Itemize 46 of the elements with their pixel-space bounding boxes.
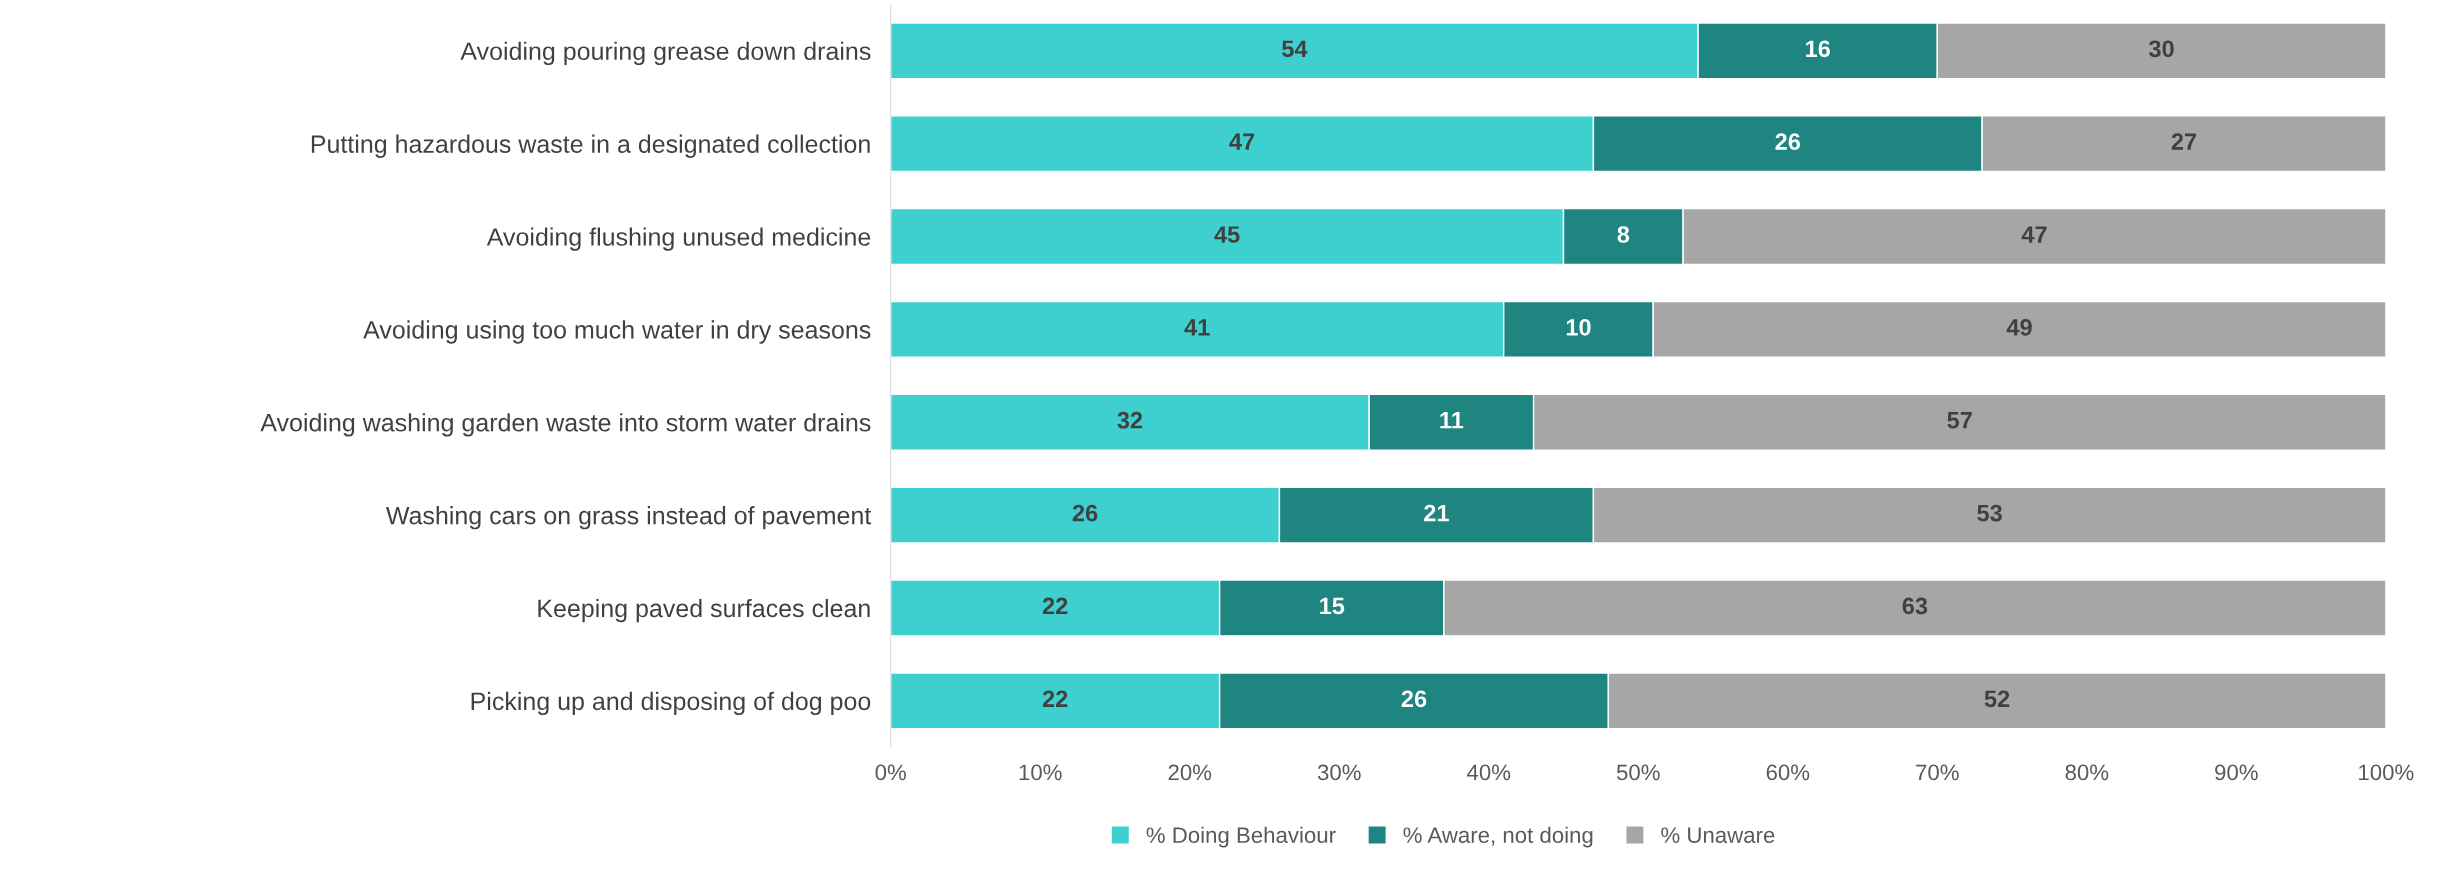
x-tick-label: 20% [1168, 764, 1212, 781]
y-tick-label: Putting hazardous waste in a designated collection [311, 134, 870, 158]
data-label: 21 [1424, 504, 1449, 522]
x-tick-label: 0% [875, 764, 906, 781]
x-tick-label: 30% [1317, 764, 1361, 781]
data-label: 27 [2171, 133, 2197, 150]
data-label: 52 [1984, 690, 2010, 708]
data-label: 41 [1184, 319, 1210, 336]
data-label: 22 [1042, 690, 1068, 707]
data-label: 11 [1440, 412, 1464, 429]
legend-label: % Aware, not doing [1403, 826, 1593, 848]
x-tick-label: 100% [2359, 764, 2414, 781]
data-label: 49 [2006, 319, 2032, 336]
data-label: 26 [1072, 504, 1098, 522]
y-tick-label: Avoiding pouring grease down drains [460, 41, 871, 66]
data-label: 45 [1214, 226, 1240, 243]
legend-label: % Unaware [1661, 827, 1775, 844]
x-tick-label: 70% [1916, 764, 1959, 781]
x-tick-label: 10% [1019, 764, 1062, 781]
data-label: 63 [1902, 597, 1928, 615]
y-tick-label: Keeping paved surfaces clean [538, 598, 870, 623]
data-label: 47 [2021, 226, 2047, 243]
data-label: 26 [1775, 133, 1801, 150]
data-label: 57 [1947, 412, 1972, 429]
data-label: 10 [1566, 319, 1591, 336]
legend-label: % Doing Behaviour [1146, 826, 1336, 848]
data-label: 16 [1806, 40, 1830, 58]
x-tick-label: 50% [1616, 764, 1660, 781]
data-label: 15 [1320, 597, 1345, 615]
data-label: 22 [1042, 597, 1068, 615]
data-label: 54 [1281, 40, 1308, 58]
x-tick-label: 60% [1766, 764, 1810, 781]
y-tick-label: Picking up and disposing of dog poo [471, 691, 871, 716]
y-tick-label: Avoiding washing garden waste into storm water drains [260, 413, 871, 437]
data-label: 32 [1117, 411, 1143, 429]
data-label: 30 [2148, 40, 2174, 58]
x-tick-label: 40% [1467, 764, 1511, 781]
x-tick-label: 80% [2065, 764, 2109, 781]
data-label: 53 [1977, 504, 2002, 522]
data-label: 8 [1617, 226, 1630, 243]
y-tick-label: Avoiding using too much water in dry seasons [363, 320, 871, 344]
x-tick-label: 90% [2215, 764, 2258, 781]
data-label: 47 [1229, 133, 1255, 150]
y-tick-label: Avoiding flushing unused medicine [486, 227, 871, 251]
y-tick-label: Washing cars on grass instead of pavement [385, 506, 872, 530]
data-label: 26 [1401, 690, 1427, 708]
